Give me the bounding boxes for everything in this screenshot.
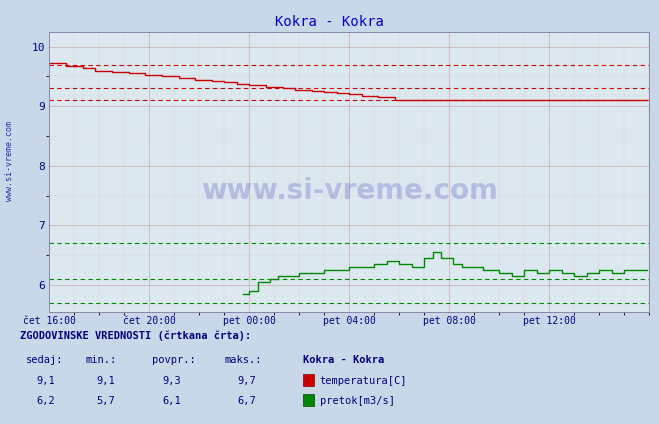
Text: 5,7: 5,7 <box>96 396 115 406</box>
Text: Kokra - Kokra: Kokra - Kokra <box>275 15 384 29</box>
Text: 9,7: 9,7 <box>238 376 256 386</box>
Text: 6,2: 6,2 <box>37 396 55 406</box>
Text: 6,1: 6,1 <box>162 396 181 406</box>
Text: povpr.:: povpr.: <box>152 354 195 365</box>
Text: www.si-vreme.com: www.si-vreme.com <box>5 121 14 201</box>
Text: temperatura[C]: temperatura[C] <box>320 376 407 386</box>
Text: Kokra - Kokra: Kokra - Kokra <box>303 354 384 365</box>
Text: min.:: min.: <box>86 354 117 365</box>
Text: 9,1: 9,1 <box>37 376 55 386</box>
Text: sedaj:: sedaj: <box>26 354 64 365</box>
Text: maks.:: maks.: <box>224 354 262 365</box>
Text: ZGODOVINSKE VREDNOSTI (črtkana črta):: ZGODOVINSKE VREDNOSTI (črtkana črta): <box>20 331 251 341</box>
Text: www.si-vreme.com: www.si-vreme.com <box>201 177 498 205</box>
Text: pretok[m3/s]: pretok[m3/s] <box>320 396 395 406</box>
Text: 9,3: 9,3 <box>162 376 181 386</box>
Text: 9,1: 9,1 <box>96 376 115 386</box>
Text: 6,7: 6,7 <box>238 396 256 406</box>
